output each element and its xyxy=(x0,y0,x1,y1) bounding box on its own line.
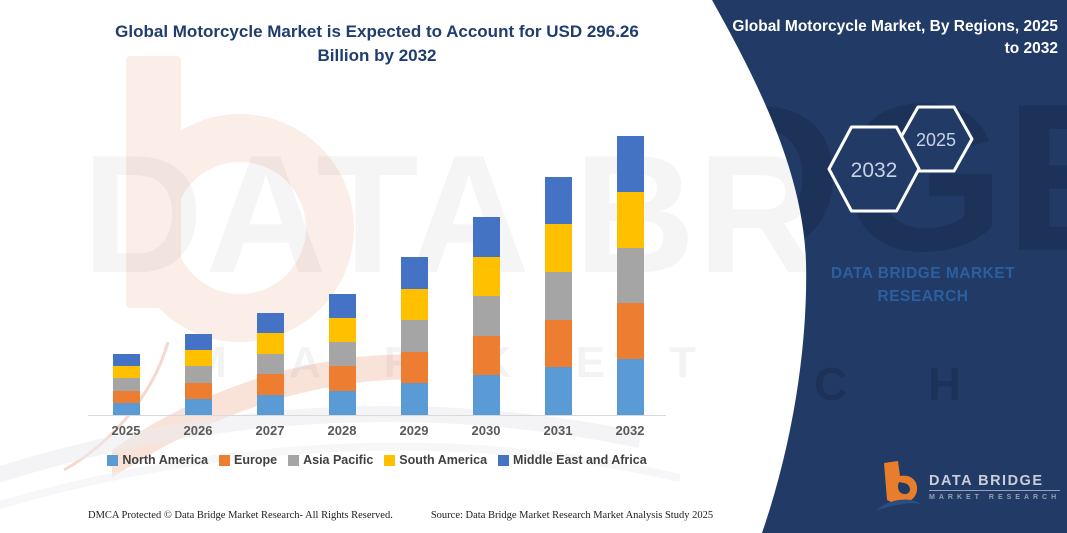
bar-segment-asia-pacific xyxy=(616,247,644,304)
x-axis-label-2027: 2027 xyxy=(255,423,285,438)
bar-segment-south-america xyxy=(256,333,284,354)
bar-segment-south-america xyxy=(400,288,428,321)
bar-segment-north-america xyxy=(256,394,284,415)
bar-segment-asia-pacific xyxy=(544,271,572,320)
data-bridge-logo: DATA BRIDGE MARKET RESEARCH xyxy=(874,460,1061,514)
bar-segment-europe xyxy=(472,335,500,376)
bar-segment-north-america xyxy=(112,402,140,415)
legend-item-asia-pacific: Asia Pacific xyxy=(288,453,373,467)
bar-segment-north-america xyxy=(616,359,644,415)
hexagon-2032 xyxy=(827,125,921,213)
bar-segment-europe xyxy=(112,390,140,403)
bar-segment-south-america xyxy=(616,191,644,248)
bar-segment-europe xyxy=(616,303,644,360)
bar-segment-north-america xyxy=(184,398,212,415)
footer-dmca-text: DMCA Protected © Data Bridge Market Rese… xyxy=(88,510,393,521)
bar-segment-north-america xyxy=(328,390,356,415)
logo-tagline: MARKET RESEARCH xyxy=(929,494,1061,501)
stacked-bar-2028 xyxy=(328,293,356,415)
bar-segment-middle-east-and-africa xyxy=(616,136,644,192)
x-axis-label-2026: 2026 xyxy=(183,423,213,438)
legend-swatch xyxy=(288,454,300,466)
bar-segment-europe xyxy=(544,319,572,368)
hexagon-2025-label: 2025 xyxy=(916,130,956,150)
legend-label: North America xyxy=(122,453,209,467)
bar-segment-middle-east-and-africa xyxy=(544,176,572,225)
x-axis-label-2029: 2029 xyxy=(399,423,429,438)
bar-segment-asia-pacific xyxy=(328,342,356,367)
bar-segment-middle-east-and-africa xyxy=(256,313,284,334)
bar-segment-north-america xyxy=(472,375,500,415)
stacked-bar-2026 xyxy=(184,334,212,415)
bar-segment-middle-east-and-africa xyxy=(112,354,140,367)
panel-brand-text: DATA BRIDGE MARKET RESEARCH xyxy=(830,265,1016,306)
bar-segment-europe xyxy=(256,374,284,395)
bar-segment-asia-pacific xyxy=(184,366,212,383)
x-axis-line xyxy=(88,415,666,416)
hexagon-2032-label: 2032 xyxy=(851,159,898,182)
x-axis-label-2032: 2032 xyxy=(615,423,645,438)
footer: DMCA Protected © Data Bridge Market Rese… xyxy=(88,510,713,521)
legend-item-middle-east-and-africa: Middle East and Africa xyxy=(498,453,647,467)
panel-heading: Global Motorcycle Market, By Regions, 20… xyxy=(732,18,1058,58)
stacked-bar-chart: North America Europe Asia Pacific South Ame… xyxy=(88,120,666,490)
stacked-bar-2027 xyxy=(256,313,284,415)
bar-segment-europe xyxy=(328,366,356,391)
side-panel-shape xyxy=(712,0,1067,533)
plot-area xyxy=(88,120,666,415)
legend-label: South America xyxy=(399,453,488,467)
bar-segment-europe xyxy=(184,382,212,399)
bar-segment-south-america xyxy=(112,366,140,379)
footer-source-text: Source: Data Bridge Market Research Mark… xyxy=(430,510,714,521)
bar-segment-middle-east-and-africa xyxy=(400,257,428,289)
bar-segment-asia-pacific xyxy=(112,378,140,391)
legend-label: Asia Pacific xyxy=(303,453,374,467)
legend-swatch xyxy=(498,454,510,466)
chart-title: Global Motorcycle Market is Expected to … xyxy=(115,22,639,65)
legend-item-south-america: South America xyxy=(384,453,487,467)
hexagon-badges: 2032 2025 xyxy=(827,105,974,213)
data-bridge-logo-icon xyxy=(876,461,921,511)
bar-segment-south-america xyxy=(328,317,356,343)
x-axis-label-2025: 2025 xyxy=(111,423,141,438)
stacked-bar-2025 xyxy=(112,354,140,415)
panel-watermark-fragment2: R C H xyxy=(700,358,995,410)
bar-segment-middle-east-and-africa xyxy=(328,293,356,318)
watermark-swoosh xyxy=(0,406,681,510)
stacked-bar-2032 xyxy=(616,136,644,415)
bar-segment-south-america xyxy=(544,224,572,272)
chart-legend: North America Europe Asia Pacific South Ame… xyxy=(88,453,666,467)
stacked-bar-2030 xyxy=(472,217,500,415)
bar-segment-middle-east-and-africa xyxy=(472,217,500,257)
bar-segment-south-america xyxy=(472,256,500,297)
x-axis-label-2030: 2030 xyxy=(471,423,501,438)
legend-swatch xyxy=(384,454,396,466)
legend-swatch xyxy=(219,454,231,466)
bar-segment-north-america xyxy=(544,367,572,415)
bar-segment-middle-east-and-africa xyxy=(184,334,212,351)
legend-item-north-america: North America xyxy=(107,453,208,467)
bar-segment-asia-pacific xyxy=(256,353,284,375)
bar-segment-europe xyxy=(400,351,428,384)
legend-label: Middle East and Africa xyxy=(513,453,647,467)
x-axis-label-2031: 2031 xyxy=(543,423,573,438)
logo-name: DATA BRIDGE xyxy=(929,473,1061,491)
legend-swatch xyxy=(107,454,119,466)
legend-item-europe: Europe xyxy=(219,453,277,467)
bar-segment-north-america xyxy=(400,383,428,415)
bar-segment-asia-pacific xyxy=(472,296,500,336)
bar-segment-asia-pacific xyxy=(400,320,428,352)
stacked-bar-2029 xyxy=(400,257,428,415)
x-axis-label-2028: 2028 xyxy=(327,423,357,438)
stacked-bar-2031 xyxy=(544,176,572,415)
legend-label: Europe xyxy=(234,453,278,467)
bar-segment-south-america xyxy=(184,350,212,367)
